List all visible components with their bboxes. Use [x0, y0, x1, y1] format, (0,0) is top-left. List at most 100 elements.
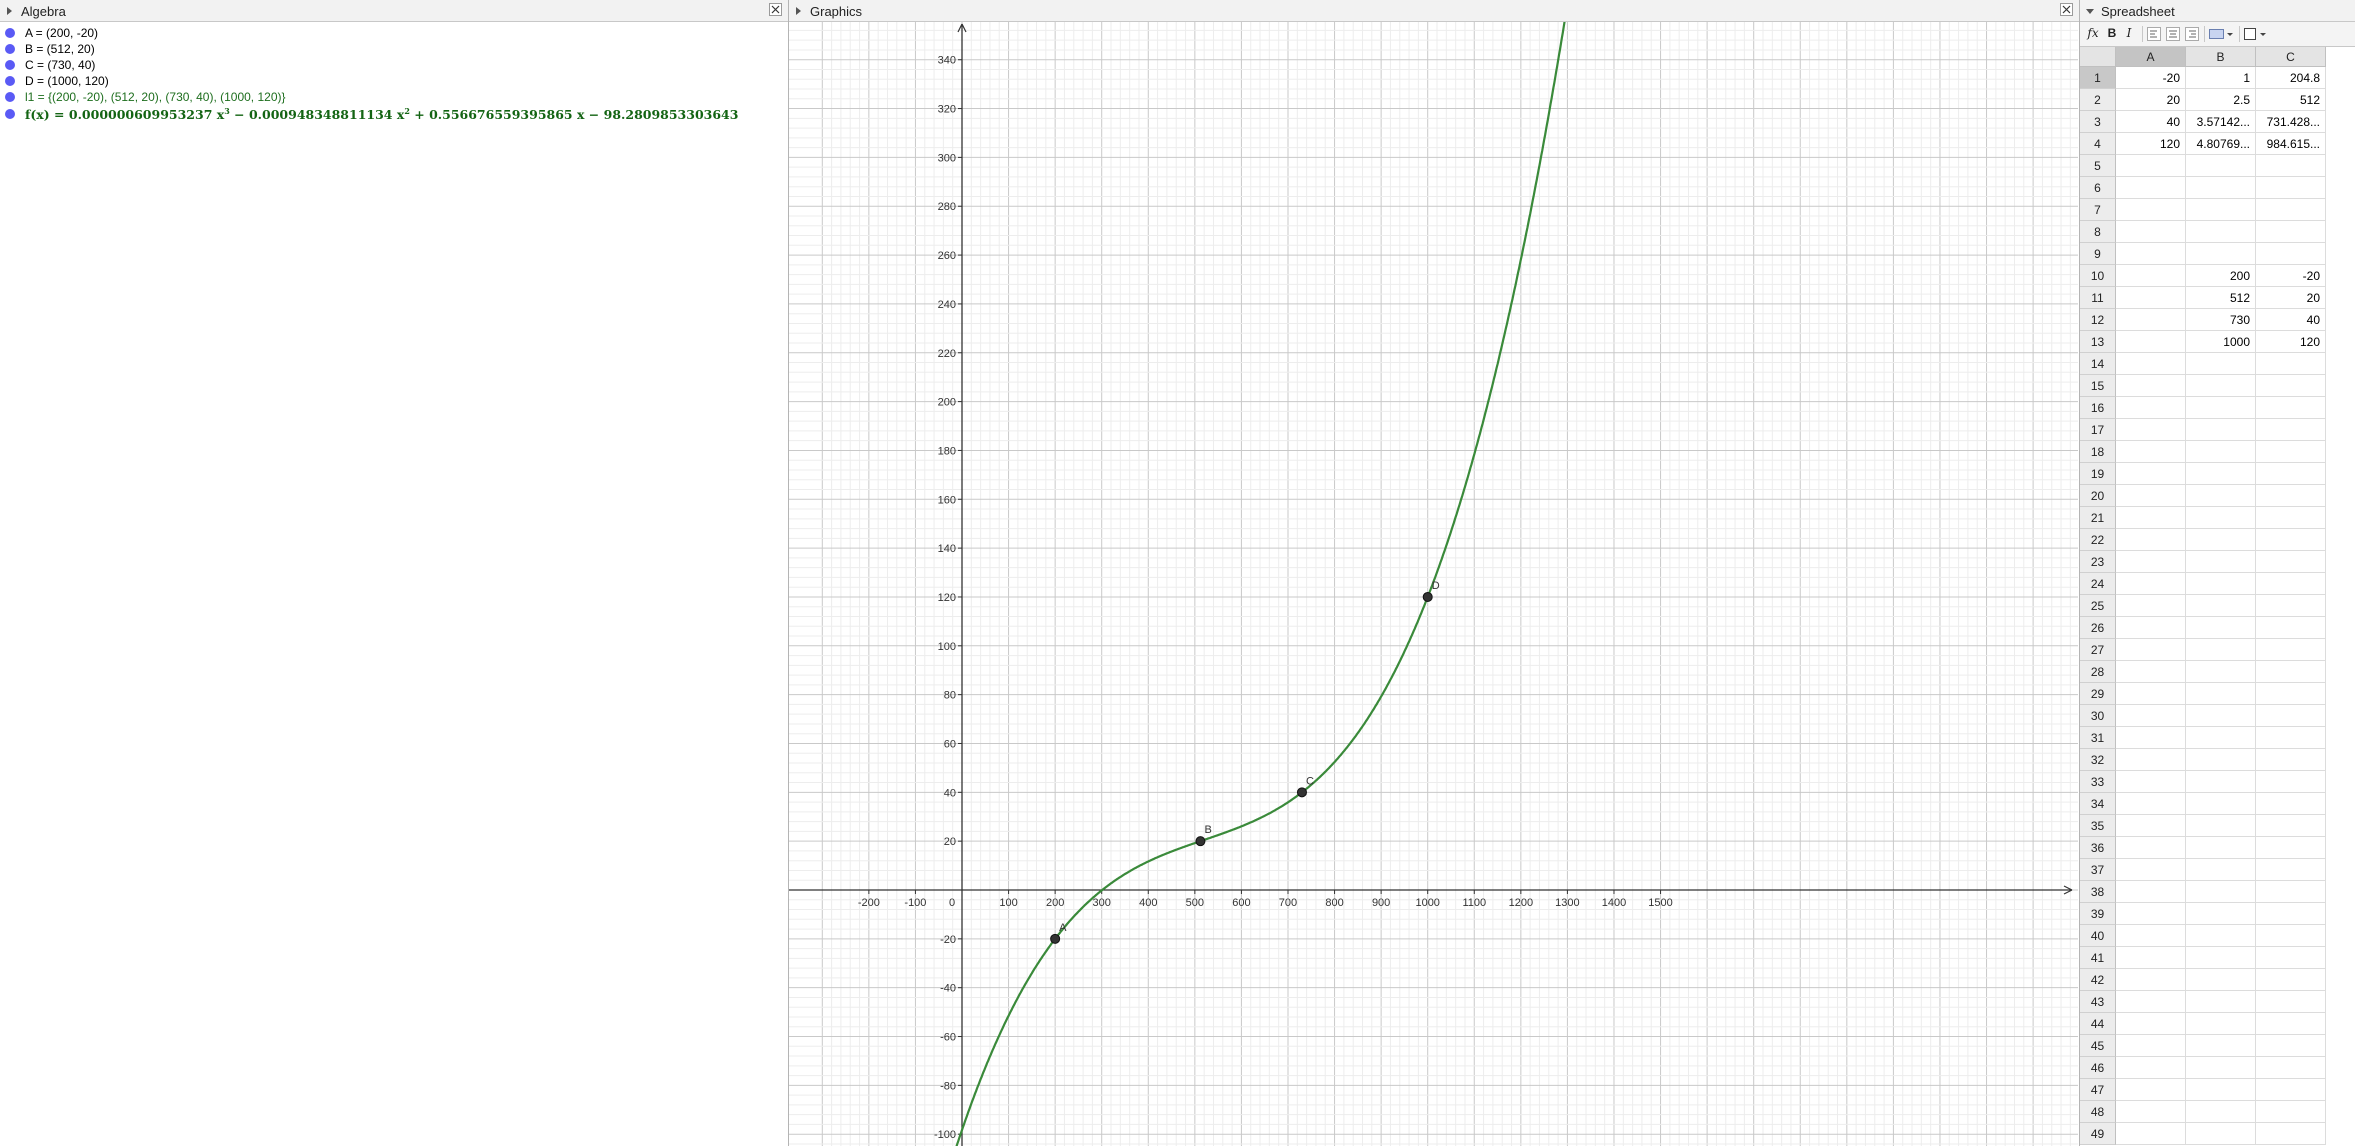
spreadsheet-cell[interactable]	[2116, 375, 2186, 397]
spreadsheet-cell[interactable]	[2186, 859, 2256, 881]
spreadsheet-cell[interactable]	[2256, 639, 2326, 661]
spreadsheet-cell[interactable]	[2186, 771, 2256, 793]
spreadsheet-cell[interactable]	[2256, 1057, 2326, 1079]
row-header[interactable]: 20	[2080, 485, 2116, 507]
spreadsheet-cell[interactable]	[2116, 573, 2186, 595]
spreadsheet-cell[interactable]	[2256, 573, 2326, 595]
spreadsheet-cell[interactable]	[2256, 727, 2326, 749]
spreadsheet-cell[interactable]	[2186, 881, 2256, 903]
spreadsheet-cell[interactable]	[2186, 1013, 2256, 1035]
row-header[interactable]: 9	[2080, 243, 2116, 265]
spreadsheet-cell[interactable]	[2256, 947, 2326, 969]
spreadsheet-cell[interactable]	[2186, 1101, 2256, 1123]
spreadsheet-cell[interactable]	[2116, 463, 2186, 485]
spreadsheet-cell[interactable]	[2256, 749, 2326, 771]
spreadsheet-cell[interactable]	[2116, 771, 2186, 793]
visibility-dot-icon[interactable]	[5, 28, 15, 38]
visibility-dot-icon[interactable]	[5, 109, 15, 119]
spreadsheet-cell[interactable]	[2116, 243, 2186, 265]
row-header[interactable]: 25	[2080, 595, 2116, 617]
spreadsheet-cell[interactable]	[2186, 925, 2256, 947]
spreadsheet-cell[interactable]	[2256, 595, 2326, 617]
row-header[interactable]: 32	[2080, 749, 2116, 771]
spreadsheet-cell[interactable]	[2256, 485, 2326, 507]
spreadsheet-cell[interactable]	[2186, 177, 2256, 199]
row-header[interactable]: 12	[2080, 309, 2116, 331]
italic-button[interactable]: I	[2126, 26, 2132, 40]
spreadsheet-cell[interactable]: 204.8	[2256, 67, 2326, 89]
row-header[interactable]: 17	[2080, 419, 2116, 441]
spreadsheet-corner[interactable]	[2080, 47, 2116, 67]
spreadsheet-cell[interactable]: 1000	[2186, 331, 2256, 353]
row-header[interactable]: 43	[2080, 991, 2116, 1013]
spreadsheet-cell[interactable]	[2186, 1035, 2256, 1057]
spreadsheet-cell[interactable]	[2186, 683, 2256, 705]
spreadsheet-cell[interactable]	[2116, 529, 2186, 551]
spreadsheet-cell[interactable]	[2256, 419, 2326, 441]
spreadsheet-cell[interactable]	[2186, 947, 2256, 969]
fx-button[interactable]: fx	[2087, 26, 2099, 40]
visibility-dot-icon[interactable]	[5, 92, 15, 102]
row-header[interactable]: 19	[2080, 463, 2116, 485]
spreadsheet-cell[interactable]	[2116, 177, 2186, 199]
spreadsheet-cell[interactable]	[2186, 727, 2256, 749]
row-header[interactable]: 27	[2080, 639, 2116, 661]
column-header-c[interactable]: C	[2256, 47, 2326, 67]
row-header[interactable]: 31	[2080, 727, 2116, 749]
spreadsheet-cell[interactable]	[2256, 1035, 2326, 1057]
spreadsheet-cell[interactable]	[2256, 771, 2326, 793]
spreadsheet-cell[interactable]	[2186, 815, 2256, 837]
spreadsheet-cell[interactable]	[2116, 749, 2186, 771]
spreadsheet-cell[interactable]	[2186, 1079, 2256, 1101]
spreadsheet-cell[interactable]: 20	[2116, 89, 2186, 111]
spreadsheet-cell[interactable]	[2256, 617, 2326, 639]
spreadsheet-cell[interactable]	[2116, 727, 2186, 749]
row-header[interactable]: 35	[2080, 815, 2116, 837]
row-header[interactable]: 18	[2080, 441, 2116, 463]
spreadsheet-cell[interactable]	[2256, 991, 2326, 1013]
spreadsheet-cell[interactable]	[2256, 221, 2326, 243]
row-header[interactable]: 10	[2080, 265, 2116, 287]
spreadsheet-cell[interactable]	[2256, 243, 2326, 265]
row-header[interactable]: 46	[2080, 1057, 2116, 1079]
spreadsheet-cell[interactable]	[2186, 705, 2256, 727]
row-header[interactable]: 11	[2080, 287, 2116, 309]
align-right-button[interactable]	[2185, 25, 2199, 42]
spreadsheet-cell[interactable]	[2116, 419, 2186, 441]
spreadsheet-cell[interactable]: 40	[2256, 309, 2326, 331]
bold-button[interactable]: B	[2107, 26, 2117, 40]
spreadsheet-cell[interactable]	[2256, 815, 2326, 837]
spreadsheet-cell[interactable]	[2186, 903, 2256, 925]
spreadsheet-cell[interactable]	[2116, 1079, 2186, 1101]
spreadsheet-cell[interactable]	[2256, 199, 2326, 221]
row-header[interactable]: 47	[2080, 1079, 2116, 1101]
row-header[interactable]: 39	[2080, 903, 2116, 925]
spreadsheet-cell[interactable]	[2186, 595, 2256, 617]
row-header[interactable]: 7	[2080, 199, 2116, 221]
row-header[interactable]: 26	[2080, 617, 2116, 639]
point-b[interactable]	[1195, 836, 1206, 847]
spreadsheet-cell[interactable]: 20	[2256, 287, 2326, 309]
spreadsheet-cell[interactable]	[2116, 1057, 2186, 1079]
spreadsheet-cell[interactable]	[2116, 199, 2186, 221]
spreadsheet-cell[interactable]	[2186, 793, 2256, 815]
row-header[interactable]: 28	[2080, 661, 2116, 683]
spreadsheet-cell[interactable]	[2116, 551, 2186, 573]
row-header[interactable]: 16	[2080, 397, 2116, 419]
graphics-canvas[interactable]: -200 -100 0 100 200 300 400 500 600 700 800 900 1000…	[789, 22, 2078, 1146]
visibility-dot-icon[interactable]	[5, 60, 15, 70]
spreadsheet-cell[interactable]	[2186, 441, 2256, 463]
visibility-dot-icon[interactable]	[5, 44, 15, 54]
spreadsheet-cell[interactable]	[2186, 199, 2256, 221]
spreadsheet-cell[interactable]	[2186, 991, 2256, 1013]
border-style-button[interactable]	[2244, 25, 2270, 42]
spreadsheet-cell[interactable]	[2116, 661, 2186, 683]
row-header[interactable]: 23	[2080, 551, 2116, 573]
spreadsheet-cell[interactable]	[2116, 353, 2186, 375]
spreadsheet-cell[interactable]	[2186, 661, 2256, 683]
point-c[interactable]	[1296, 787, 1307, 798]
spreadsheet-cell[interactable]: 120	[2256, 331, 2326, 353]
spreadsheet-cell[interactable]	[2256, 903, 2326, 925]
spreadsheet-cell[interactable]: 40	[2116, 111, 2186, 133]
spreadsheet-cell[interactable]	[2256, 837, 2326, 859]
